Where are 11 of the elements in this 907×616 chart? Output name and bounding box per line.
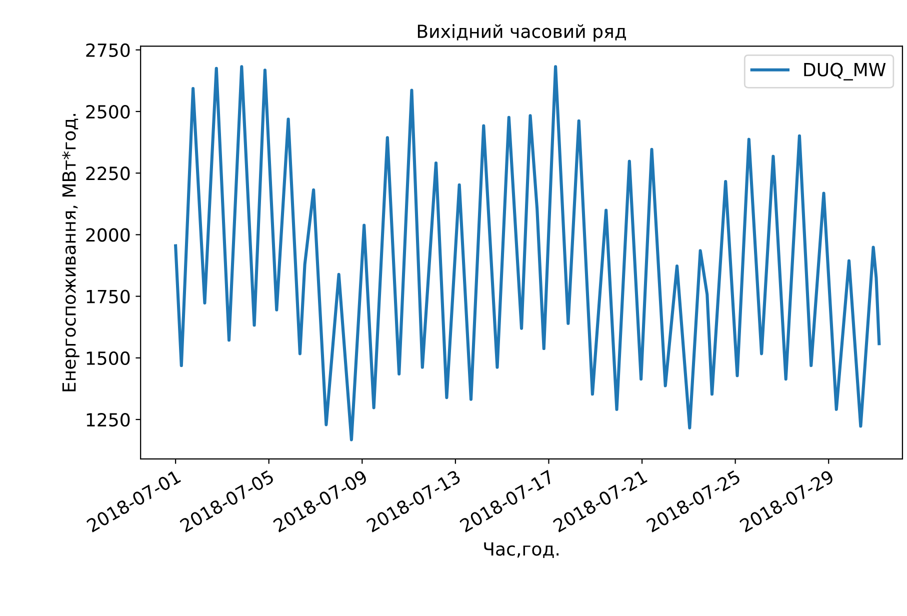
y-tick-label: 1750 — [86, 290, 130, 304]
y-tick-label: 2750 — [86, 43, 130, 58]
y-tick-label: 2250 — [86, 166, 130, 180]
y-tick-label: 2000 — [86, 228, 130, 242]
legend-label: DUQ_MW — [804, 62, 886, 80]
y-tick-label: 2500 — [86, 104, 130, 119]
y-axis-title: Енергоспоживання, МВт*год. — [62, 114, 80, 392]
x-axis-title: Час,год. — [484, 542, 559, 558]
y-tick-label: 1250 — [86, 412, 130, 427]
chart-title: Вихідний часовий ряд — [418, 24, 626, 42]
y-tick-label: 1500 — [86, 351, 130, 366]
